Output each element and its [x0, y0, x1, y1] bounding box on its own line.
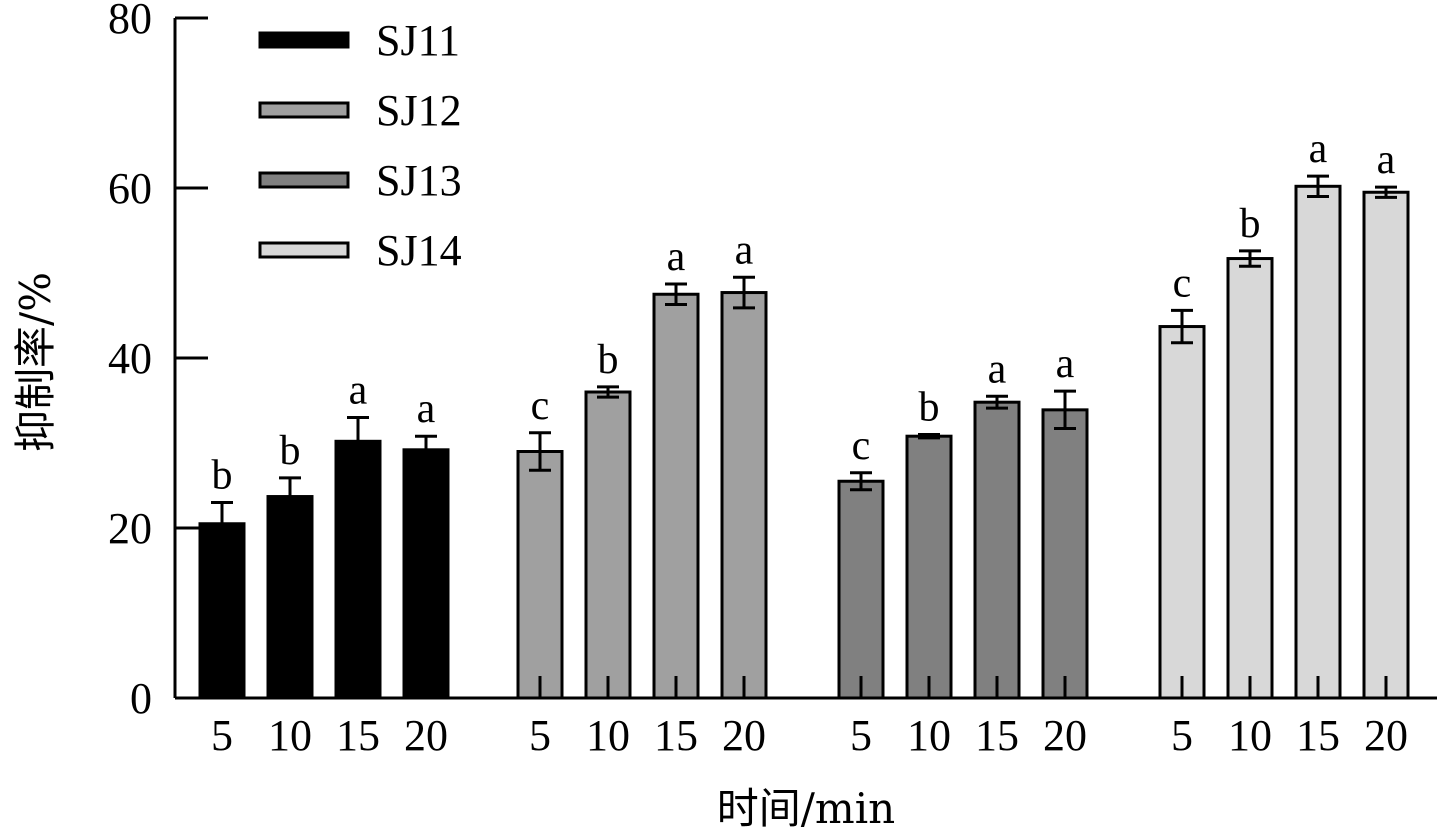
significance-letter: c — [531, 383, 550, 429]
y-tick-label: 60 — [108, 164, 152, 213]
significance-letter: c — [852, 423, 871, 469]
bar — [266, 495, 314, 700]
x-tick-label: 10 — [586, 711, 630, 760]
legend: SJ11 SJ12 SJ13 SJ14 — [258, 16, 462, 275]
y-tick-label: 40 — [108, 334, 152, 383]
legend-item-sj13: SJ13 — [258, 156, 462, 205]
significance-letter: a — [988, 346, 1007, 392]
x-tick-label: 15 — [654, 711, 698, 760]
x-tick-label: 10 — [1228, 711, 1272, 760]
x-ticks-layer: 5 10 15 20 5 10 15 20 5 10 15 20 5 10 15 20 — [211, 676, 1408, 760]
legend-item-sj14: SJ14 — [258, 226, 462, 275]
legend-swatch — [258, 171, 350, 189]
x-tick-label: 10 — [907, 711, 951, 760]
x-tick-label: 10 — [268, 711, 312, 760]
x-axis-title: 时间/min — [717, 784, 895, 833]
bar — [516, 450, 564, 700]
y-ticks-layer: 0 20 40 60 80 — [108, 0, 208, 723]
significance-letter: a — [417, 386, 436, 432]
significance-letter: b — [280, 428, 301, 474]
y-tick-label: 0 — [130, 674, 152, 723]
x-tick-label: 20 — [722, 711, 766, 760]
y-axis-title: 抑制率/% — [11, 272, 60, 452]
bar — [198, 522, 246, 700]
x-tick-label: 15 — [975, 711, 1019, 760]
legend-label: SJ11 — [376, 16, 460, 65]
x-tick-label: 15 — [336, 711, 380, 760]
legend-label: SJ14 — [376, 226, 462, 275]
significance-letter: b — [598, 337, 619, 383]
bar — [973, 400, 1021, 700]
bar — [1158, 325, 1206, 700]
bar-group-sj14: c b a a — [1158, 126, 1410, 700]
significance-letter: a — [1377, 137, 1396, 183]
bar — [1294, 184, 1342, 700]
bar — [720, 291, 768, 700]
legend-swatch — [258, 241, 350, 259]
legend-item-sj11: SJ11 — [258, 16, 460, 65]
x-tick-label: 5 — [1171, 711, 1193, 760]
bar-group-sj13: c b a a — [837, 341, 1089, 700]
x-tick-label: 5 — [211, 711, 233, 760]
legend-label: SJ12 — [376, 86, 462, 135]
bar — [837, 479, 885, 700]
significance-letter: b — [1240, 201, 1261, 247]
bar — [402, 448, 450, 700]
bar — [1041, 408, 1089, 700]
significance-letter: a — [735, 227, 754, 273]
bar — [905, 434, 953, 700]
bars-layer: b b a a c b a a c b a a c b a a — [198, 126, 1410, 700]
x-tick-label: 20 — [1043, 711, 1087, 760]
legend-swatch — [258, 31, 350, 49]
significance-letter: a — [349, 368, 368, 414]
bar — [334, 439, 382, 700]
x-tick-label: 15 — [1296, 711, 1340, 760]
bar-group-sj12: c b a a — [516, 227, 768, 700]
significance-letter: a — [1056, 341, 1075, 387]
legend-label: SJ13 — [376, 156, 462, 205]
y-tick-label: 80 — [108, 0, 152, 43]
x-tick-label: 5 — [529, 711, 551, 760]
bar-group-sj11: b b a a — [198, 368, 450, 700]
bar — [584, 390, 632, 700]
x-tick-label: 20 — [404, 711, 448, 760]
x-tick-label: 20 — [1364, 711, 1408, 760]
bar — [1226, 257, 1274, 700]
significance-letter: b — [919, 385, 940, 431]
bar — [652, 292, 700, 700]
legend-item-sj12: SJ12 — [258, 86, 462, 135]
x-tick-label: 5 — [850, 711, 872, 760]
significance-letter: c — [1173, 260, 1192, 306]
legend-swatch — [258, 101, 350, 119]
bar — [1362, 190, 1410, 700]
significance-letter: a — [1309, 126, 1328, 172]
significance-letter: a — [667, 234, 686, 280]
significance-letter: b — [212, 453, 233, 499]
y-tick-label: 20 — [108, 504, 152, 553]
